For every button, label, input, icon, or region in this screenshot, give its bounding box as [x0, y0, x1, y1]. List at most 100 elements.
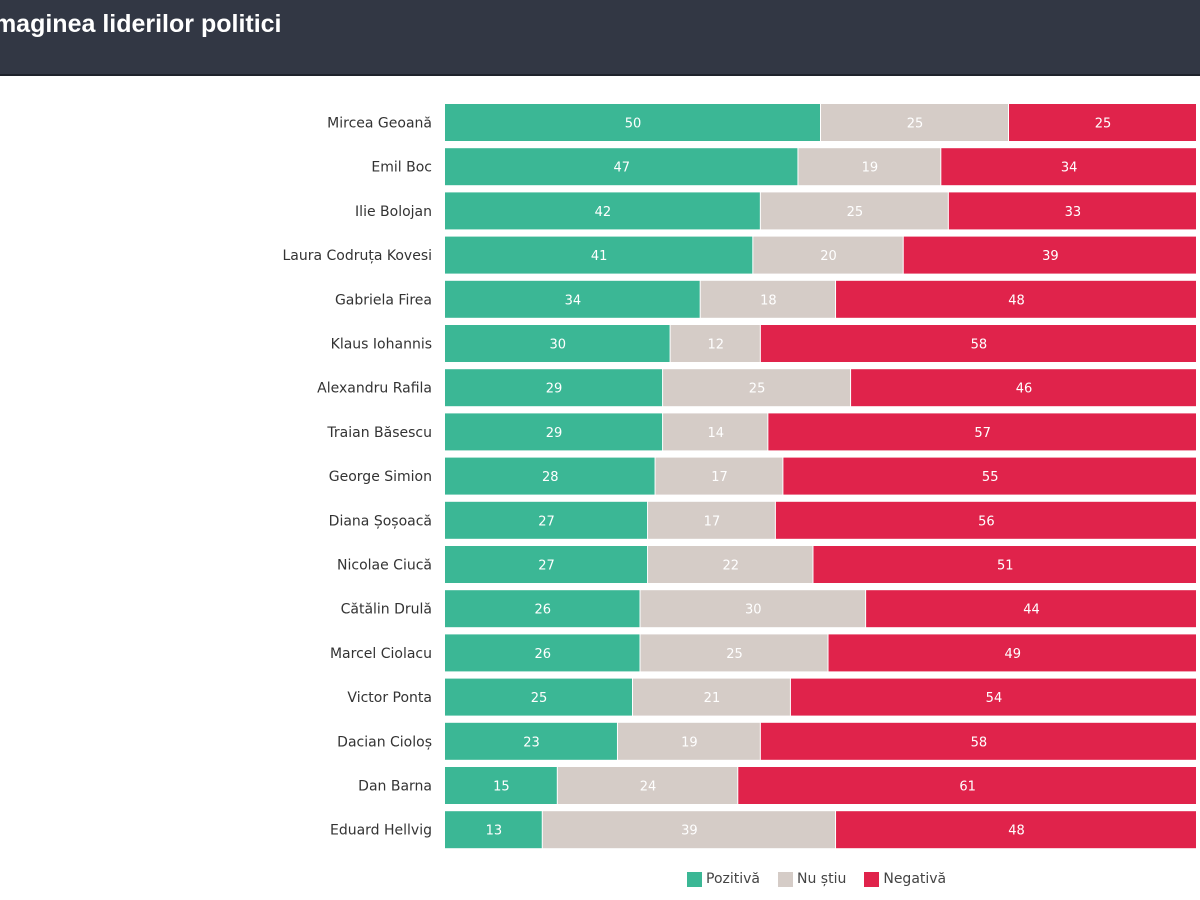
- legend-swatch: [687, 871, 702, 887]
- bar-segment: [760, 722, 1196, 760]
- data-label: 27: [538, 559, 555, 574]
- data-label: 46: [1016, 382, 1033, 397]
- category-label: Ilie Bolojan: [355, 204, 432, 220]
- data-label: 26: [534, 603, 551, 618]
- bar-segment: [768, 413, 1196, 451]
- bar-segment: [648, 546, 813, 583]
- bar-segment: [445, 546, 648, 583]
- data-label: 18: [760, 293, 777, 308]
- data-label: 41: [591, 249, 608, 264]
- bar-segment: [445, 678, 632, 716]
- bar-segment: [948, 192, 1196, 230]
- category-label: Traian Băsescu: [326, 425, 432, 441]
- category-label: Laura Codruța Kovesi: [282, 248, 432, 264]
- bar-segment: [445, 192, 760, 230]
- data-label: 25: [749, 382, 766, 397]
- data-label: 17: [711, 470, 728, 485]
- data-label: 51: [997, 559, 1014, 574]
- category-label: Cătălin Drulă: [341, 602, 432, 618]
- bar-segment: [663, 413, 768, 451]
- data-label: 39: [1042, 249, 1059, 264]
- data-label: 42: [595, 205, 612, 220]
- bar-segment: [700, 280, 836, 318]
- bar-segment: [445, 634, 640, 672]
- bar-segment: [670, 325, 760, 362]
- legend-swatch: [864, 871, 880, 887]
- bar-segment: [836, 280, 1196, 318]
- bar-segment: [941, 148, 1196, 186]
- legend-label: Negativă: [883, 871, 947, 887]
- bar-segment: [851, 369, 1196, 407]
- legend-swatch: [778, 871, 793, 887]
- data-label: 14: [707, 426, 724, 441]
- bar-segment: [542, 811, 836, 849]
- data-label: 29: [546, 426, 563, 441]
- bar-segment: [798, 148, 941, 186]
- data-label: 54: [986, 691, 1003, 706]
- legend-label: Nu știu: [797, 871, 847, 887]
- bar-segment: [836, 811, 1196, 849]
- data-label: 33: [1065, 205, 1082, 220]
- data-label: 30: [550, 338, 567, 353]
- page-header: Imaginea liderilor politici: [0, 0, 1200, 76]
- data-label: 56: [978, 514, 995, 529]
- data-label: 21: [704, 691, 721, 706]
- data-label: 55: [982, 470, 999, 485]
- bar-segment: [557, 767, 738, 804]
- category-label: Diana Șoșoacă: [329, 513, 432, 529]
- bar-segment: [648, 501, 775, 539]
- bar-segment: [640, 590, 866, 628]
- bar-segment: [760, 325, 1196, 362]
- data-label: 48: [1008, 293, 1025, 308]
- data-label: 23: [523, 735, 540, 750]
- category-label: Eduard Hellvig: [330, 823, 432, 839]
- bar-segment: [753, 236, 903, 274]
- data-label: 29: [546, 382, 563, 397]
- data-label: 57: [974, 426, 991, 441]
- data-label: 34: [565, 293, 582, 308]
- data-label: 25: [726, 647, 743, 662]
- data-label: 19: [862, 161, 879, 176]
- category-label: Gabriela Firea: [335, 292, 432, 308]
- data-label: 25: [847, 205, 864, 220]
- data-label: 50: [625, 117, 642, 132]
- bar-segment: [445, 501, 648, 539]
- bar-segment: [663, 369, 851, 407]
- data-label: 49: [1004, 647, 1021, 662]
- bar-segment: [445, 280, 700, 318]
- data-label: 61: [959, 780, 976, 795]
- data-label: 47: [613, 161, 630, 176]
- bar-segment: [738, 767, 1196, 804]
- category-label: Marcel Ciolacu: [330, 646, 432, 662]
- data-label: 12: [707, 338, 724, 353]
- data-label: 28: [542, 470, 559, 485]
- data-label: 25: [907, 117, 924, 132]
- category-label: Klaus Iohannis: [331, 337, 432, 353]
- legend-item: Pozitivă: [687, 871, 760, 887]
- data-label: 15: [493, 780, 510, 795]
- bar-segment: [445, 722, 617, 760]
- legend-item: Nu știu: [778, 871, 846, 887]
- bar-segment: [445, 590, 640, 628]
- bar-segment: [445, 457, 655, 495]
- bar-segment: [783, 457, 1196, 495]
- data-label: 22: [722, 559, 739, 574]
- data-label: 13: [486, 824, 503, 839]
- category-label: Dan Barna: [358, 779, 432, 795]
- data-label: 26: [534, 647, 551, 662]
- data-label: 44: [1023, 603, 1040, 618]
- bar-segment: [445, 767, 557, 804]
- bar-segment: [445, 148, 798, 186]
- bar-segment: [655, 457, 783, 495]
- page-title: Imaginea liderilor politici: [0, 10, 282, 38]
- legend-item: Negativă: [864, 871, 946, 887]
- data-label: 19: [681, 735, 698, 750]
- bar-segment: [821, 104, 1008, 141]
- bar-segment: [445, 811, 542, 849]
- category-label: George Simion: [329, 469, 432, 485]
- bar-segment: [828, 634, 1196, 672]
- bar-segment: [790, 678, 1196, 716]
- data-label: 25: [531, 691, 548, 706]
- bar-segment: [1009, 104, 1196, 141]
